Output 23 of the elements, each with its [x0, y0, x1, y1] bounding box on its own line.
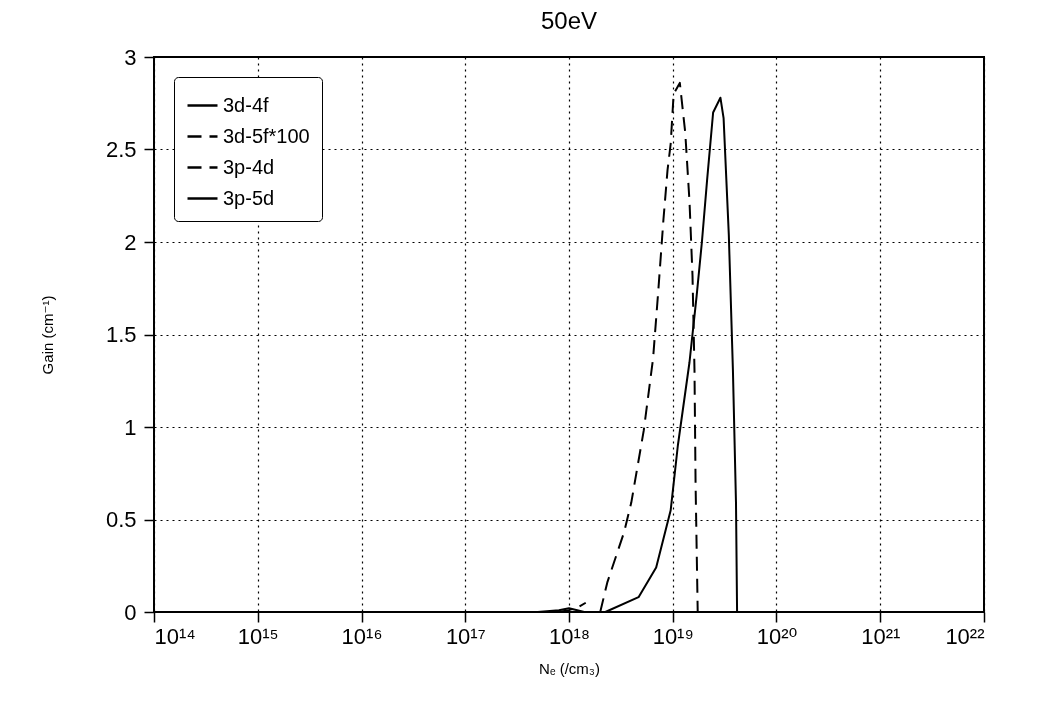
- y-tick-label: 0: [124, 599, 137, 625]
- x-axis-title: Nₑ (/cm₃): [539, 659, 600, 677]
- y-tick-label: 3: [124, 44, 137, 70]
- legend-label: 3d-5f*100: [223, 124, 310, 147]
- legend-label: 3p-4d: [223, 155, 275, 178]
- legend-label: 3d-4f: [223, 93, 270, 116]
- y-tick-label: 2.5: [105, 137, 137, 162]
- x-tick-label: 10¹⁷: [445, 623, 486, 649]
- y-tick-label: 0.5: [105, 507, 137, 532]
- y-tick-label: 1: [124, 414, 137, 440]
- x-tick-label: 10¹⁶: [341, 623, 383, 649]
- chart-title: 50eV: [540, 7, 598, 34]
- x-tick-label: 10²¹: [861, 623, 901, 649]
- x-tick-label: 10¹⁴: [154, 623, 196, 649]
- legend-label: 3p-5d: [223, 186, 275, 209]
- y-tick-label: 2: [124, 229, 137, 255]
- x-tick-label: 10²²: [945, 623, 985, 649]
- y-tick-label: 1.5: [105, 322, 137, 347]
- y-axis-title: Gain (cm⁻¹): [38, 295, 56, 375]
- x-tick-label: 10¹⁵: [237, 623, 279, 649]
- x-tick-label: 10¹⁸: [548, 623, 591, 649]
- x-tick-label: 10¹⁹: [652, 623, 694, 649]
- x-tick-label: 10²⁰: [756, 623, 798, 649]
